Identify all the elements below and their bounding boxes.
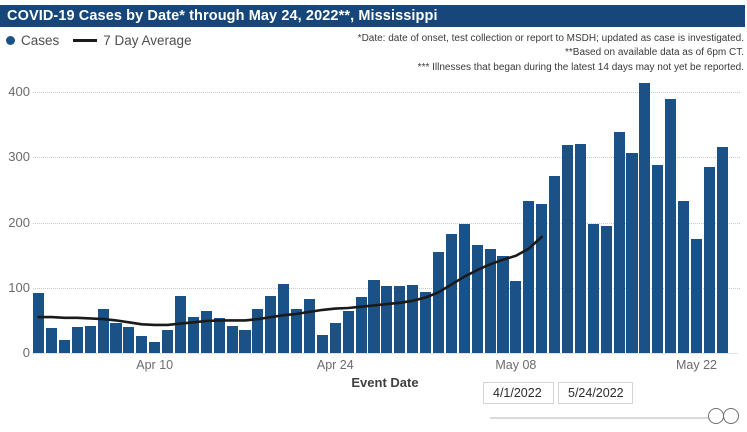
bar[interactable] (200, 310, 212, 353)
bar[interactable] (613, 131, 625, 353)
gridline-400 (33, 92, 740, 93)
bar[interactable] (587, 224, 599, 353)
bar[interactable] (458, 224, 470, 353)
x-tick-label: Apr 24 (316, 358, 354, 372)
end-date-input[interactable] (558, 382, 633, 404)
bar[interactable] (561, 144, 574, 353)
bar[interactable] (471, 245, 483, 353)
legend-average-label: 7 Day Average (103, 33, 192, 48)
bar[interactable] (252, 309, 264, 353)
bar[interactable] (690, 238, 703, 353)
bar[interactable] (394, 285, 406, 353)
x-tick-label: Apr 10 (136, 358, 174, 372)
date-range-slider-track[interactable] (490, 417, 737, 419)
y-tick-label: 300 (8, 149, 30, 165)
footnotes: *Date: date of onset, test collection or… (358, 32, 744, 75)
cases-dot-icon (6, 36, 15, 45)
start-date-input[interactable] (483, 382, 554, 404)
bar[interactable] (652, 165, 664, 353)
page-title: COVID-19 Cases by Date* through May 24, … (7, 8, 438, 24)
x-tick-label: May 22 (676, 358, 717, 372)
bar[interactable] (497, 255, 509, 353)
bar[interactable] (523, 200, 535, 353)
bar[interactable] (213, 317, 225, 353)
bar[interactable] (316, 334, 328, 353)
bar[interactable] (420, 292, 432, 353)
bar[interactable] (278, 284, 290, 353)
bar[interactable] (329, 322, 341, 353)
gridline-300 (33, 157, 740, 159)
bar[interactable] (187, 317, 199, 353)
bar[interactable] (703, 167, 715, 353)
slider-handle-right[interactable] (723, 408, 739, 424)
bar[interactable] (626, 153, 638, 353)
bar[interactable] (303, 299, 316, 353)
x-axis-line (33, 353, 738, 354)
slider-handle-left[interactable] (708, 408, 724, 424)
x-axis-title: Event Date (351, 375, 419, 390)
bar[interactable] (600, 226, 612, 353)
bar[interactable] (342, 310, 354, 353)
bar[interactable] (123, 326, 135, 353)
bar[interactable] (45, 328, 58, 353)
bar[interactable] (368, 279, 380, 353)
bar[interactable] (226, 325, 238, 353)
legend-cases-label: Cases (21, 33, 60, 48)
bar[interactable] (149, 341, 161, 353)
y-tick-label: 400 (8, 84, 30, 99)
gridline-200 (33, 222, 740, 224)
bar[interactable] (355, 296, 367, 353)
bar[interactable] (678, 200, 690, 353)
legend: Cases 7 Day Average (6, 33, 192, 48)
bar[interactable] (536, 204, 548, 353)
footnote-3: *** Illnesses that began during the late… (417, 61, 744, 73)
bar[interactable] (639, 82, 651, 353)
bar[interactable] (58, 339, 70, 353)
y-tick-label: 100 (8, 279, 30, 295)
bar[interactable] (432, 251, 445, 353)
bar[interactable] (162, 330, 174, 353)
bar[interactable] (716, 147, 728, 353)
bar[interactable] (445, 234, 457, 353)
bar[interactable] (174, 296, 187, 353)
bar[interactable] (484, 248, 496, 353)
y-tick-label: 0 (22, 345, 30, 360)
bar[interactable] (110, 322, 122, 353)
bar[interactable] (665, 99, 677, 353)
footnote-1: *Date: date of onset, test collection or… (357, 33, 744, 44)
bar[interactable] (71, 326, 83, 353)
footnote-2: **Based on available data as of 6pm CT. (565, 47, 744, 59)
bar[interactable] (510, 280, 522, 353)
bar[interactable] (381, 286, 393, 353)
title-bar: COVID-19 Cases by Date* through May 24, … (0, 5, 745, 27)
bar[interactable] (136, 336, 148, 353)
average-line-icon (73, 39, 98, 42)
bar[interactable] (239, 329, 251, 353)
bar[interactable] (97, 308, 109, 353)
x-tick-label: May 08 (495, 358, 537, 372)
bar[interactable] (84, 325, 96, 353)
bar[interactable] (33, 292, 45, 353)
bar[interactable] (265, 296, 277, 353)
bar[interactable] (407, 285, 419, 353)
bar[interactable] (549, 176, 561, 353)
y-tick-label: 200 (8, 214, 30, 230)
bar[interactable] (574, 144, 586, 353)
bar[interactable] (291, 308, 303, 353)
